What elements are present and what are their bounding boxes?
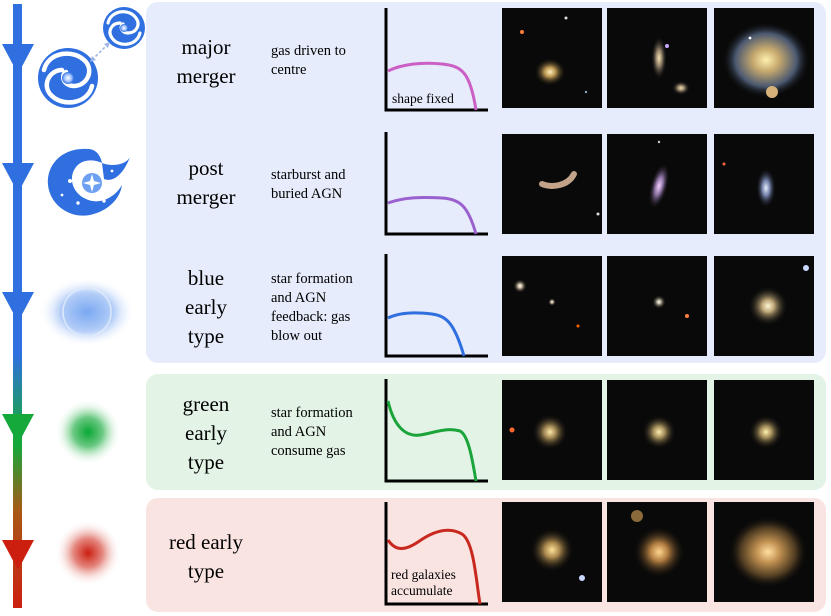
galaxy-thumbnail [607, 134, 707, 234]
galaxy-thumbnail [714, 134, 814, 234]
stage-name: post merger [176, 156, 236, 209]
merging-spiral-galaxies-icon [38, 7, 145, 108]
gas-profile-sketch [384, 254, 488, 358]
green-galaxy-icon [55, 399, 121, 465]
timeline-arrowhead [2, 292, 34, 322]
timeline-arrowhead [2, 44, 34, 74]
stage-name: blue early type [185, 266, 227, 348]
blue-stage-panel [146, 2, 826, 363]
galaxy-thumbnail [502, 502, 602, 602]
blue-elliptical-galaxy-icon [39, 277, 135, 347]
galaxy-thumbnail [714, 256, 814, 356]
galaxy-thumbnail [502, 256, 602, 356]
sketch-label: shape fixed [392, 91, 454, 106]
galaxy-thumbnail [607, 380, 707, 480]
stage-description: starburst and buried AGN [271, 167, 346, 202]
galaxy-thumbnail [607, 502, 707, 602]
gas-profile-sketch [384, 379, 488, 483]
galaxy-thumbnail [714, 380, 814, 480]
green-stage-panel [146, 374, 826, 490]
sketch-label-line: accumulate [391, 583, 452, 598]
timeline-arrowhead [2, 163, 34, 193]
timeline-arrowhead [2, 540, 34, 570]
stage-name: green early type [182, 392, 230, 474]
galaxy-thumbnail [502, 380, 602, 480]
stage-description: gas driven to centre [271, 43, 346, 78]
red-stage-panel [146, 498, 826, 612]
galaxy-thumbnail [607, 256, 707, 356]
red-galaxy-icon [55, 520, 121, 586]
gas-profile-sketch [384, 132, 488, 236]
galaxy-thumbnail [502, 134, 602, 234]
stage-name: major merger [176, 35, 236, 88]
galaxy-thumbnail [607, 8, 707, 108]
stage-description: star formation and AGN feedback: gas blo… [271, 271, 353, 344]
galaxy-thumbnail [714, 502, 814, 602]
disturbed-galaxy-icon [47, 148, 130, 216]
stage-name: red early type [168, 530, 244, 583]
galaxy-thumbnail [714, 8, 814, 108]
galaxy-thumbnail [502, 8, 602, 108]
stage-description: star formation and AGN consume gas [271, 405, 353, 459]
gas-profile-sketch: shape fixed [384, 8, 488, 112]
sketch-label: red galaxies accumulate [391, 567, 456, 598]
gas-profile-sketch: red galaxies accumulate [384, 502, 488, 606]
timeline-arrowhead [2, 414, 34, 444]
